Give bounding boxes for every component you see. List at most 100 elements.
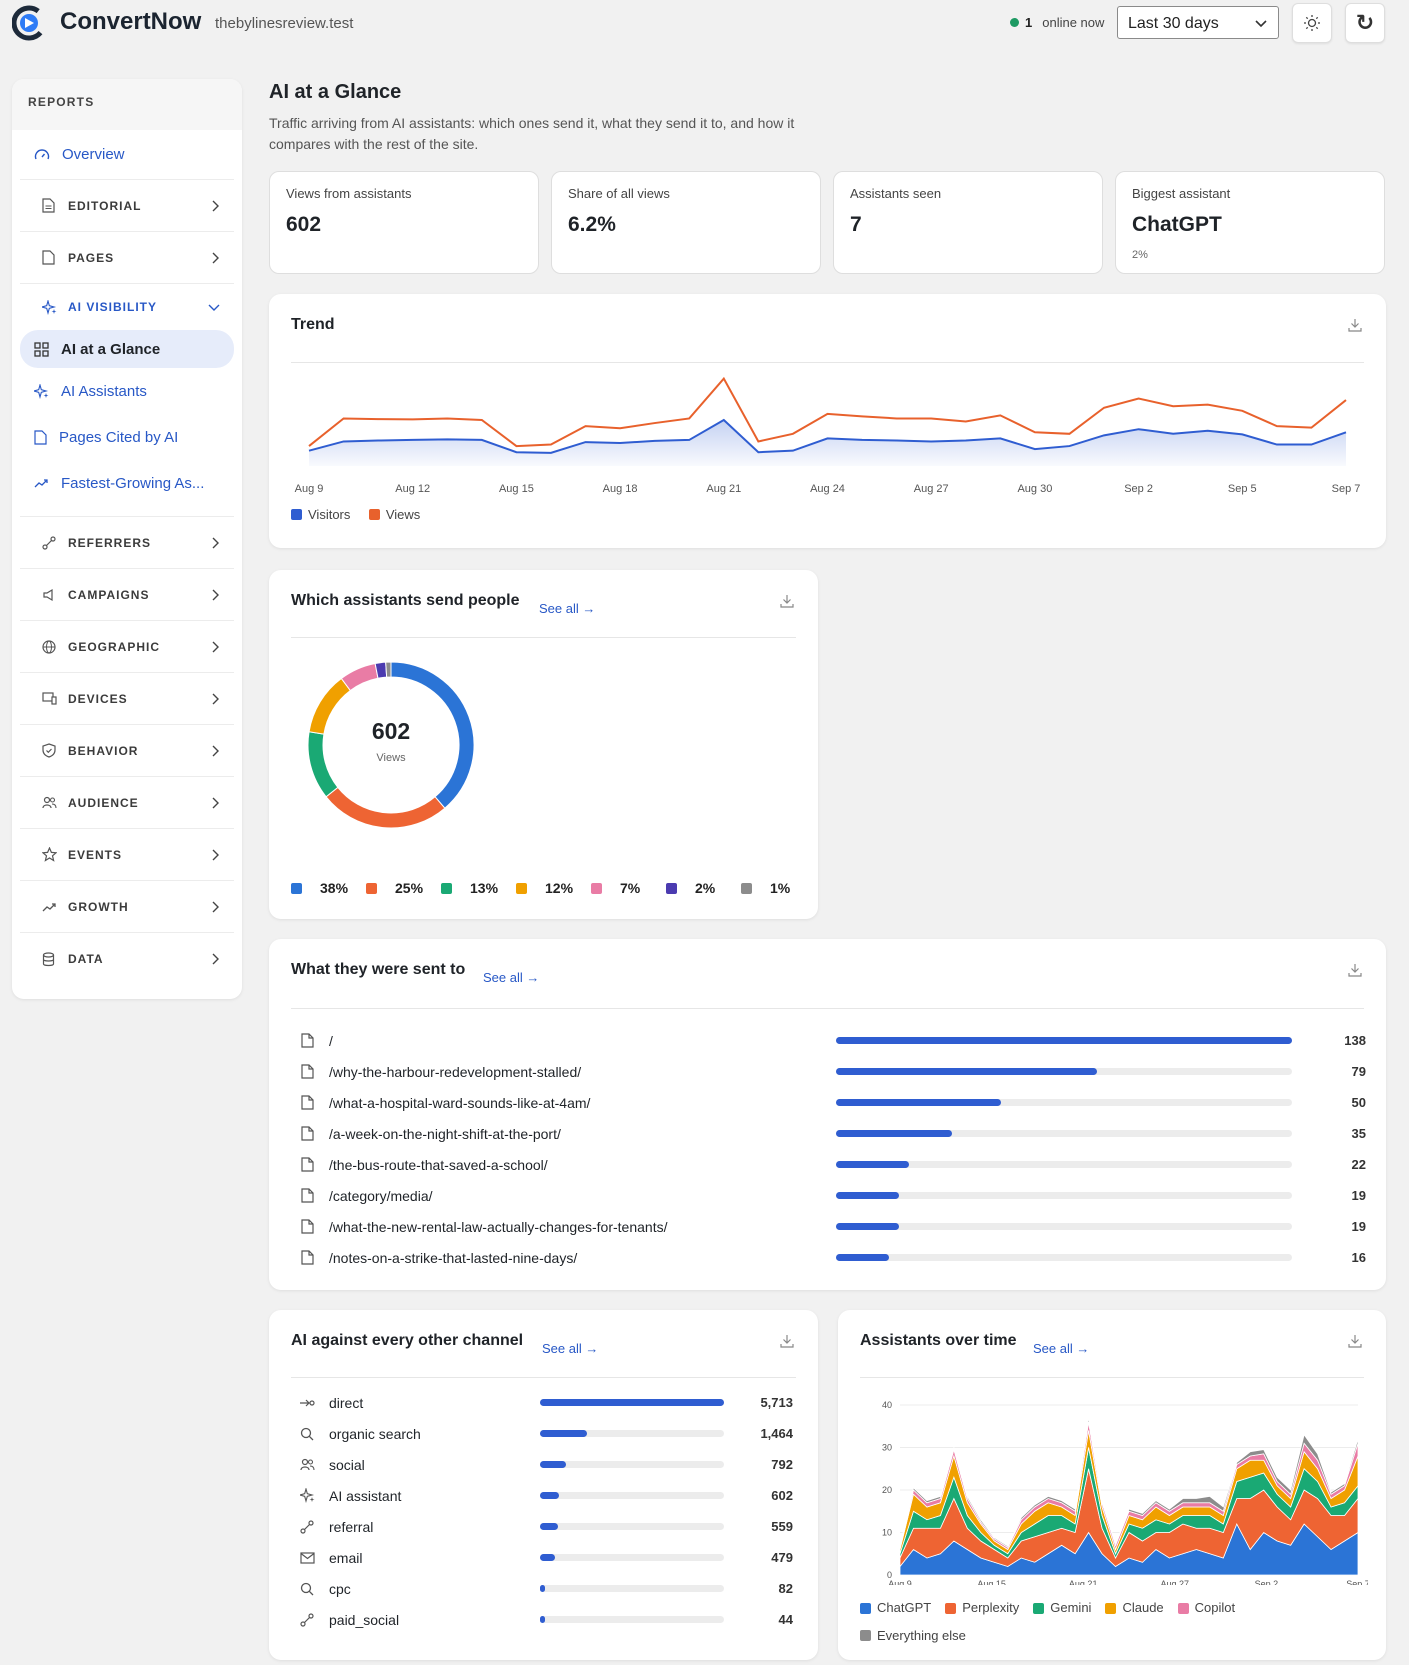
sidebar-section-label: GROWTH [68,899,129,914]
theme-toggle-button[interactable] [1292,3,1332,43]
date-range-select[interactable]: Last 30 days [1117,6,1279,39]
list-item[interactable]: / [297,1025,333,1056]
brand-name[interactable]: ConvertNow [60,8,202,35]
x-tick-label: Aug 24 [810,483,845,495]
sidebar-section-data[interactable]: DATA [20,933,234,985]
donut-legend-item[interactable]: 25% [366,880,441,896]
list-item-value: 602 [771,1488,793,1503]
link-icon [297,1519,317,1534]
see-all-link[interactable]: See all → [1033,1341,1090,1356]
list-item[interactable]: direct [297,1387,363,1418]
online-dot-icon [1010,18,1019,27]
page-icon [42,250,58,265]
list-item-value: 44 [778,1612,793,1627]
legend-swatch [1105,1602,1117,1614]
download-icon[interactable] [780,1334,794,1348]
sidebar-item-fastest-growing[interactable]: Fastest-Growing As... [20,460,234,506]
legend-percent: 7% [620,880,641,896]
sidebar-section-growth[interactable]: GROWTH [20,881,234,933]
donut-legend-item[interactable]: 13% [441,880,516,896]
list-item[interactable]: cpc [297,1573,351,1604]
bar-fill [836,1068,1098,1075]
legend-item[interactable]: Everything else [860,1623,966,1649]
download-icon[interactable] [1348,318,1362,332]
list-item-label: / [329,1032,333,1049]
legend-item-visitors[interactable]: Visitors [291,507,350,522]
see-all-link[interactable]: See all → [542,1341,599,1356]
list-item[interactable]: referral [297,1511,373,1542]
brand-logo-icon[interactable] [12,4,48,42]
sidebar-item-ai-assistants[interactable]: AI Assistants [20,368,234,414]
list-item[interactable]: /what-the-new-rental-law-actually-change… [297,1211,667,1242]
x-tick-label: Aug 30 [1017,483,1052,495]
legend-item[interactable]: Claude [1105,1595,1164,1621]
bar-track [540,1492,724,1499]
legend-label: ChatGPT [877,1600,932,1615]
list-item[interactable]: /a-week-on-the-night-shift-at-the-port/ [297,1118,561,1149]
bar-track [540,1523,724,1530]
stat-value: 602 [286,213,322,236]
list-item[interactable]: paid_social [297,1604,399,1635]
donut-legend-item[interactable]: 7% [591,880,666,896]
list-item-value: 22 [1351,1157,1366,1172]
sidebar-item-overview[interactable]: Overview [20,130,234,180]
page-icon [297,1157,317,1172]
sidebar-section-devices[interactable]: DEVICES [20,673,234,725]
page-description: Traffic arriving from AI assistants: whi… [269,115,795,152]
trending-up-icon [42,901,58,913]
bar-fill [540,1461,566,1468]
list-item[interactable]: social [297,1449,365,1480]
donut-legend-item[interactable]: 1% [741,880,816,896]
sidebar-section-label: AUDIENCE [68,795,139,810]
download-icon[interactable] [780,594,794,608]
list-item[interactable]: organic search [297,1418,421,1449]
bar-track [836,1068,1292,1075]
list-item-label: /what-a-hospital-ward-sounds-like-at-4am… [329,1094,591,1111]
donut-legend-item[interactable]: 38% [291,880,366,896]
legend-item-views[interactable]: Views [368,507,420,522]
bar-track [836,1192,1292,1199]
donut-legend-item[interactable]: 12% [516,880,591,896]
list-item[interactable]: AI assistant [297,1480,401,1511]
trending-up-icon [34,479,48,488]
sidebar-section-label: BEHAVIOR [68,743,139,758]
legend-item[interactable]: Copilot [1177,1595,1235,1621]
bar-track [836,1254,1292,1261]
mail-icon [297,1551,317,1564]
x-tick-label: Aug 9 [888,1579,912,1585]
sidebar-item-ai-at-a-glance[interactable]: AI at a Glance [20,330,234,368]
see-all-link[interactable]: See all → [539,601,596,616]
legend-item[interactable]: Perplexity [945,1595,1019,1621]
list-item[interactable]: /the-bus-route-that-saved-a-school/ [297,1149,548,1180]
sidebar-section-ai-visibility[interactable]: AI VISIBILITY [20,284,234,330]
bar-fill [540,1585,545,1592]
list-item[interactable]: /what-a-hospital-ward-sounds-like-at-4am… [297,1087,590,1118]
list-item[interactable]: email [297,1542,362,1573]
list-item[interactable]: /notes-on-a-strike-that-lasted-nine-days… [297,1242,577,1273]
sidebar-section-geographic[interactable]: GEOGRAPHIC [20,621,234,673]
sidebar-section-pages[interactable]: PAGES [20,232,234,284]
download-icon[interactable] [1348,963,1362,977]
sidebar-section-behavior[interactable]: BEHAVIOR [20,725,234,777]
legend-item[interactable]: Gemini [1033,1595,1091,1621]
list-item[interactable]: /why-the-harbour-redevelopment-stalled/ [297,1056,581,1087]
bar-track [540,1430,724,1437]
sidebar-section-label: AI VISIBILITY [68,300,158,314]
assistants-donut-chart [307,661,475,829]
trend-chart: Aug 9 Aug 12 Aug 15 Aug 18 Aug 21 Aug 24 Aug 2… [295,376,1360,495]
bar-fill [540,1492,560,1499]
sidebar-heading: REPORTS [12,79,242,130]
list-item[interactable]: /category/media/ [297,1180,433,1211]
sidebar-section-events[interactable]: EVENTS [20,829,234,881]
sidebar-section-referrers[interactable]: REFERRERS [20,517,234,569]
sidebar-section-campaigns[interactable]: CAMPAIGNS [20,569,234,621]
sidebar-item-pages-cited-by-ai[interactable]: Pages Cited by AI [20,414,234,460]
legend-item[interactable]: ChatGPT [860,1595,931,1621]
list-item-value: 35 [1351,1126,1366,1141]
refresh-button[interactable]: ↻ [1345,3,1385,43]
see-all-link[interactable]: See all → [483,970,540,985]
sidebar-section-audience[interactable]: AUDIENCE [20,777,234,829]
download-icon[interactable] [1348,1334,1362,1348]
sidebar-section-editorial[interactable]: EDITORIAL [20,180,234,232]
donut-legend-item[interactable]: 2% [666,880,741,896]
